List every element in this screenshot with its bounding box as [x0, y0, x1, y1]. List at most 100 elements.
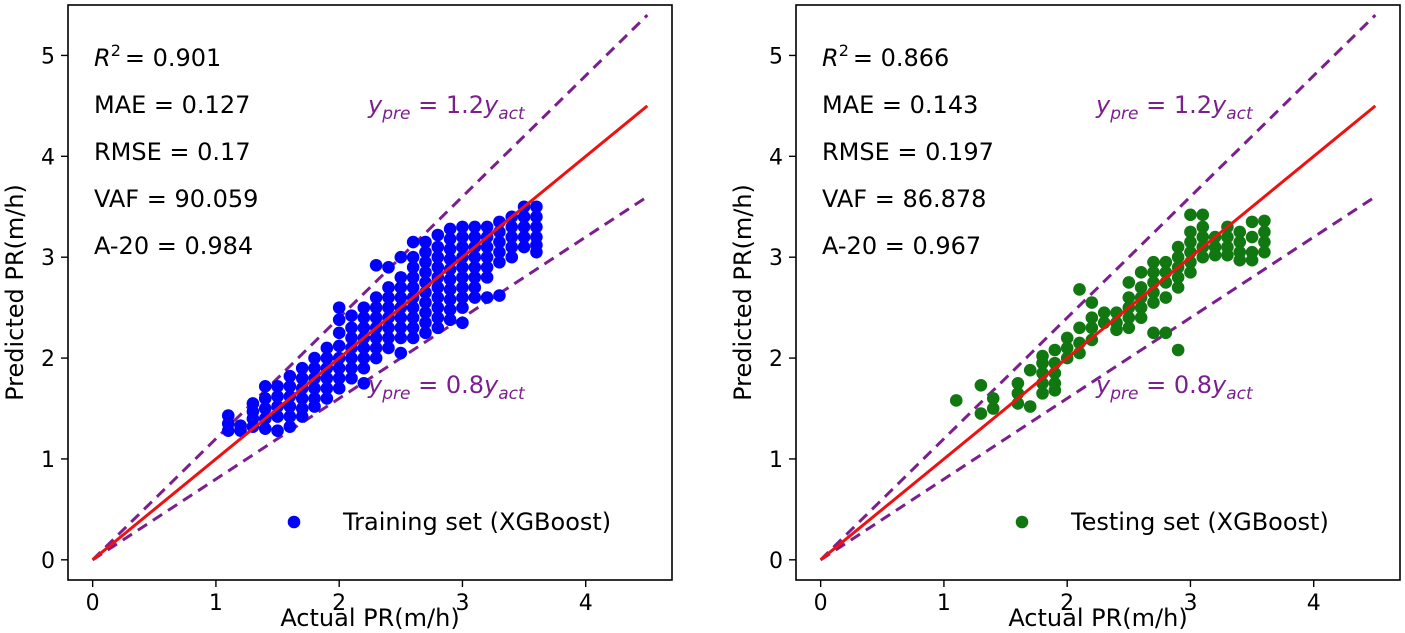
data-point: [419, 255, 432, 269]
data-point: [234, 424, 247, 438]
lower-bound-label: ypre = 0.8yact: [367, 371, 526, 404]
data-point: [320, 382, 334, 395]
data-point: [320, 392, 334, 405]
data-point: [1134, 281, 1148, 294]
ref-sub-pre: pre: [381, 104, 410, 124]
data-point: [1245, 230, 1259, 244]
data-point: [394, 321, 408, 335]
data-point: [320, 371, 334, 385]
data-point: [332, 301, 346, 314]
data-point: [258, 392, 272, 405]
data-point: [480, 291, 494, 304]
data-point: [1233, 253, 1247, 267]
r2-symbol: R: [822, 44, 839, 72]
data-point: [406, 260, 420, 274]
data-point: [394, 271, 408, 284]
data-point: [986, 392, 1000, 405]
x-tick-label: 4: [1307, 591, 1321, 616]
ref-sub-pre: pre: [381, 384, 410, 404]
data-point: [345, 371, 358, 385]
x-tick-label: 1: [209, 591, 223, 616]
data-point: [1134, 266, 1148, 279]
data-point: [332, 339, 346, 353]
data-point: [431, 301, 445, 314]
legend-marker: [1015, 515, 1029, 529]
data-point: [345, 351, 358, 365]
data-point: [332, 326, 346, 340]
data-point: [530, 200, 543, 214]
ref-sub-act: act: [1226, 384, 1254, 404]
data-point: [468, 281, 482, 294]
data-point: [456, 316, 469, 330]
ref-y-act: y: [483, 371, 499, 399]
data-point: [431, 260, 445, 274]
data-point: [1023, 363, 1037, 377]
data-point: [1048, 343, 1062, 357]
data-point: [419, 306, 432, 319]
mae-metric: MAE = 0.143: [822, 91, 978, 119]
ref-y: y: [367, 91, 383, 119]
data-point: [271, 410, 284, 423]
rmse-metric: RMSE = 0.197: [822, 138, 994, 166]
data-point: [1097, 306, 1111, 319]
y-tick-label: 5: [769, 44, 783, 69]
data-point: [1036, 349, 1049, 363]
data-point: [456, 260, 469, 274]
y-tick-label: 0: [41, 549, 55, 574]
y-tick-label: 4: [769, 145, 783, 170]
data-point: [1184, 225, 1197, 239]
data-point: [1122, 321, 1136, 335]
data-point: [1147, 266, 1160, 279]
data-point: [419, 245, 432, 259]
data-point: [505, 250, 519, 264]
data-point: [517, 230, 531, 244]
r2-metric: R2 = 0.901: [94, 41, 221, 72]
data-point: [480, 220, 494, 234]
data-point: [493, 235, 506, 249]
data-point: [1060, 331, 1074, 345]
data-point: [505, 220, 519, 234]
axes-frame: [67, 4, 673, 581]
data-point: [369, 301, 383, 314]
data-point: [1085, 321, 1099, 335]
a20-metric: A-20 = 0.967: [822, 232, 981, 260]
x-tick-label: 2: [1060, 591, 1074, 616]
rmse-metric: RMSE = 0.17: [94, 138, 251, 166]
data-point: [271, 380, 284, 393]
x-tick-label: 3: [455, 591, 469, 616]
data-point: [382, 281, 395, 294]
y-tick-label: 0: [769, 549, 783, 574]
data-point: [419, 316, 432, 330]
data-point: [1147, 296, 1160, 309]
ref-sub-pre: pre: [1109, 384, 1138, 404]
data-point: [456, 220, 469, 234]
data-point: [320, 341, 334, 355]
data-point: [1221, 248, 1234, 262]
vaf-metric: VAF = 86.878: [822, 185, 986, 213]
data-point: [271, 424, 284, 438]
data-point: [345, 321, 358, 335]
data-point: [480, 240, 494, 254]
data-point: [320, 351, 334, 365]
data-point: [505, 230, 519, 244]
upper-bound-line: [91, 14, 649, 561]
data-point: [517, 240, 531, 254]
data-point: [406, 281, 420, 294]
data-point: [369, 341, 383, 355]
data-point: [456, 240, 469, 254]
data-point: [431, 291, 445, 304]
ref-y-act: y: [483, 91, 499, 119]
data-point: [283, 380, 297, 393]
data-point: [419, 235, 432, 249]
data-point: [431, 311, 445, 325]
data-point: [258, 402, 272, 415]
data-point: [1184, 208, 1197, 222]
data-point: [443, 222, 457, 236]
data-point: [480, 260, 494, 274]
data-point: [283, 400, 297, 413]
x-tick-label: 4: [579, 591, 593, 616]
y-tick-label: 1: [769, 448, 783, 473]
x-tick-label: 2: [332, 591, 346, 616]
data-point: [1258, 235, 1271, 249]
data-point: [949, 394, 963, 407]
